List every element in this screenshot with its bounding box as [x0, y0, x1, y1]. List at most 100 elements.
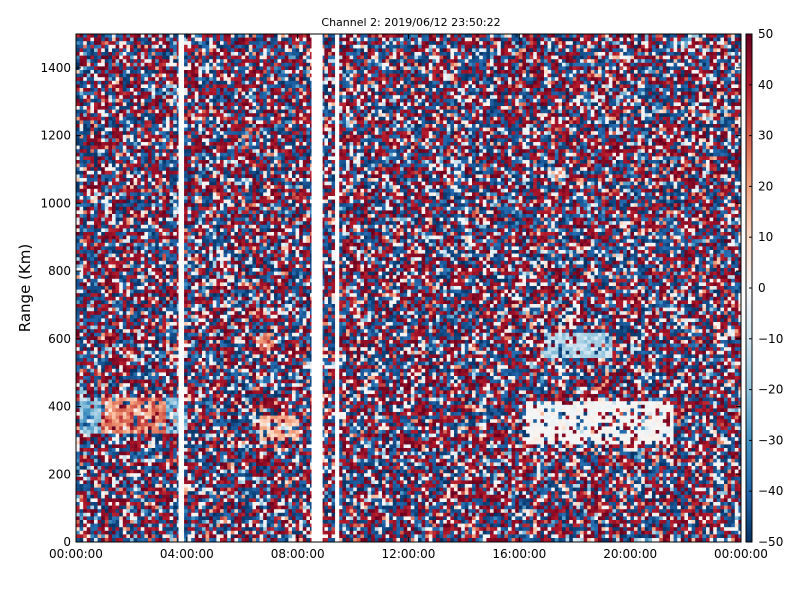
heatmap-cell	[191, 81, 195, 85]
heatmap-cell	[83, 34, 87, 38]
heatmap-cell	[159, 174, 163, 178]
heatmap-cell	[101, 430, 105, 434]
heatmap-cell	[87, 56, 91, 60]
heatmap-cell	[123, 520, 127, 524]
heatmap-cell	[98, 185, 102, 189]
heatmap-cell	[94, 250, 98, 254]
heatmap-cell	[112, 228, 116, 232]
heatmap-cell	[198, 398, 202, 402]
heatmap-cell	[80, 329, 84, 333]
heatmap-cell	[155, 59, 159, 63]
heatmap-cell	[173, 502, 177, 506]
heatmap-cell	[98, 221, 102, 225]
heatmap-cell	[105, 135, 109, 139]
heatmap-cell	[191, 45, 195, 49]
heatmap-cell	[195, 484, 199, 488]
heatmap-cell	[116, 527, 120, 531]
heatmap-cell	[170, 480, 174, 484]
heatmap-cell	[94, 477, 98, 481]
heatmap-cell	[112, 41, 116, 45]
heatmap-cell	[148, 117, 152, 121]
heatmap-cell	[123, 232, 127, 236]
heatmap-cell	[166, 491, 170, 495]
heatmap-cell	[108, 92, 112, 96]
heatmap-cell	[108, 286, 112, 290]
heatmap-cell	[184, 336, 188, 340]
heatmap-cell	[123, 502, 127, 506]
heatmap-cell	[105, 538, 109, 542]
heatmap-cell	[76, 419, 80, 423]
heatmap-cell	[198, 146, 202, 150]
heatmap-cell	[195, 77, 199, 81]
heatmap-cell	[144, 459, 148, 463]
heatmap-cell	[137, 509, 141, 513]
heatmap-cell	[166, 142, 170, 146]
heatmap-cell	[134, 268, 138, 272]
heatmap-cell	[152, 441, 156, 445]
heatmap-cell	[94, 437, 98, 441]
heatmap-cell	[191, 66, 195, 70]
heatmap-cell	[101, 351, 105, 355]
heatmap-cell	[137, 254, 141, 258]
heatmap-cell	[112, 308, 116, 312]
heatmap-cell	[173, 383, 177, 387]
heatmap-cell	[191, 455, 195, 459]
heatmap-cell	[184, 347, 188, 351]
heatmap-cell	[191, 297, 195, 301]
heatmap-cell	[191, 243, 195, 247]
heatmap-cell	[83, 41, 87, 45]
heatmap-cell	[130, 480, 134, 484]
heatmap-cell	[94, 491, 98, 495]
heatmap-cell	[126, 74, 130, 78]
heatmap-cell	[83, 59, 87, 63]
heatmap-cell	[119, 106, 123, 110]
heatmap-cell	[202, 99, 206, 103]
heatmap-cell	[198, 286, 202, 290]
heatmap-cell	[148, 210, 152, 214]
heatmap-cell	[155, 34, 159, 38]
heatmap-cell	[137, 462, 141, 466]
heatmap-cell	[137, 336, 141, 340]
heatmap-cell	[162, 477, 166, 481]
heatmap-cell	[173, 210, 177, 214]
heatmap-cell	[155, 308, 159, 312]
heatmap-cell	[126, 92, 130, 96]
heatmap-cell	[166, 419, 170, 423]
heatmap-cell	[87, 408, 91, 412]
heatmap-cell	[112, 441, 116, 445]
heatmap-cell	[173, 156, 177, 160]
heatmap-cell	[130, 56, 134, 60]
heatmap-cell	[152, 527, 156, 531]
heatmap-cell	[83, 444, 87, 448]
heatmap-cell	[119, 527, 123, 531]
heatmap-cell	[98, 254, 102, 258]
heatmap-cell	[195, 437, 199, 441]
heatmap-cell	[101, 239, 105, 243]
heatmap-cell	[116, 534, 120, 538]
heatmap-cell	[173, 135, 177, 139]
heatmap-cell	[105, 448, 109, 452]
heatmap-cell	[170, 347, 174, 351]
heatmap-cell	[123, 264, 127, 268]
heatmap-cell	[80, 102, 84, 106]
heatmap-cell	[159, 48, 163, 52]
heatmap-cell	[162, 380, 166, 384]
heatmap-cell	[148, 304, 152, 308]
heatmap-cell	[101, 462, 105, 466]
y-axis-label: Range (Km)	[16, 244, 34, 332]
heatmap-cell	[123, 369, 127, 373]
heatmap-cell	[105, 77, 109, 81]
heatmap-cell	[137, 362, 141, 366]
heatmap-cell	[94, 156, 98, 160]
heatmap-cell	[76, 63, 80, 67]
heatmap-cell	[166, 81, 170, 85]
heatmap-cell	[112, 232, 116, 236]
heatmap-cell	[184, 376, 188, 380]
heatmap-cell	[105, 84, 109, 88]
heatmap-cell	[170, 455, 174, 459]
heatmap-cell	[80, 174, 84, 178]
heatmap-cell	[123, 286, 127, 290]
heatmap-cell	[80, 362, 84, 366]
heatmap-cell	[166, 434, 170, 438]
heatmap-cell	[87, 538, 91, 542]
